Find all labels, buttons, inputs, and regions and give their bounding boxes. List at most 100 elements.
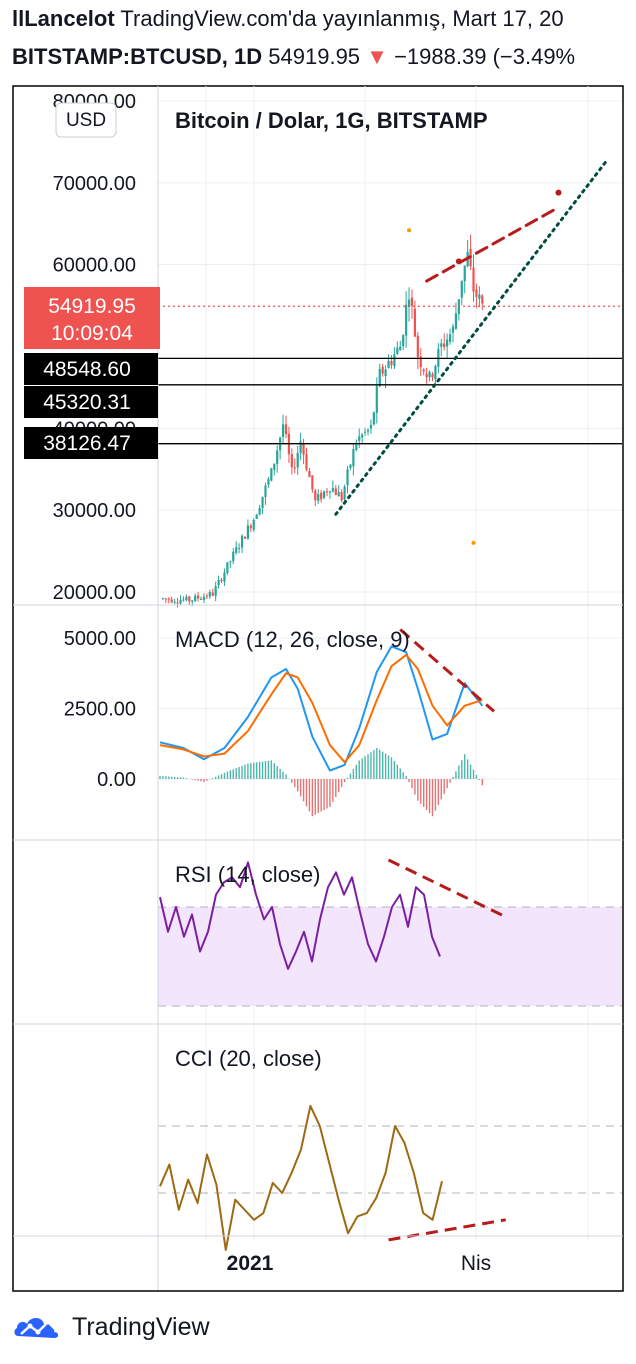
rsi-divergence-trendline [387,858,507,919]
level-badge-box [24,427,158,459]
candle-body [246,525,249,539]
symbol-name: BITSTAMP:BTCUSD, 1D [12,44,263,69]
candle-body [220,579,223,581]
candle-body [305,454,308,470]
candle-body [346,469,349,486]
candlestick-series [161,234,484,608]
level-badge-2: 45320.31 [43,391,131,414]
symbol-line: BITSTAMP:BTCUSD, 1D 54919.95 ▼ −1988.39 … [12,44,575,70]
candle-body [440,343,443,347]
candle-body [349,464,352,469]
candle-body [238,547,241,549]
currency-button[interactable]: USD [66,110,106,131]
candle-body [381,366,384,374]
published-by-line: llLancelot TradingView.com'da yayınlanmı… [12,6,564,32]
candle-body [208,591,211,597]
candle-body [191,600,194,602]
rsi-line [159,861,441,970]
candle-body [475,289,478,297]
candle-body [276,450,279,464]
candle-body [299,441,302,453]
price-badge: 54919.95 10:09:04 [24,287,160,349]
candle-body [167,598,170,600]
candle-body [170,599,173,603]
candle-body [478,294,481,299]
price-tick-label: 70000.00 [53,173,136,195]
author-name[interactable]: llLancelot [12,6,115,31]
candle-body [267,479,270,485]
chart-frame [12,85,624,1292]
cci-title: CCI (20, close) [175,1046,322,1071]
candle-body [331,488,334,492]
cci-divergence-trendline [388,1218,506,1242]
candle-body [164,598,167,600]
candle-body [422,369,425,372]
price-tick-label: 60000.00 [53,255,136,277]
marker-dot [471,540,476,545]
candle-body [390,361,393,365]
candle-body [451,326,455,333]
candle-body [446,339,449,347]
resistance-trendline [425,205,560,283]
level-badge-box [24,386,158,418]
candle-body [296,453,299,468]
candle-body [243,536,247,539]
price-change: −1988.39 (−3.49% [394,44,576,69]
last-price: 54919.95 [268,44,361,69]
indicator-bands [158,906,622,1194]
macd-pane [159,628,496,817]
level-badge-3: 38126.47 [43,432,131,455]
footer-brand[interactable]: TradingView [72,1312,210,1341]
macd-tick-label: 2500.00 [64,699,136,721]
candle-body [481,295,484,304]
candle-body [402,335,405,347]
candle-body [188,596,191,602]
price-badge-value: 54919.95 [48,295,136,318]
price-pane [158,160,622,608]
time-tick-label: 2021 [227,1252,274,1275]
candle-body [314,490,317,501]
candle-body [173,601,176,603]
candle-body [199,598,203,600]
candle-body [375,385,378,413]
candle-body [328,491,332,493]
candle-body [428,371,431,378]
price-badge-box [24,287,160,349]
candle-body [393,354,396,367]
horizontal-levels [158,305,622,445]
footer: TradingView [12,1312,210,1342]
candle-body [217,579,220,586]
trendlines [334,160,607,545]
candle-body [419,356,422,368]
currency-button-box[interactable] [55,102,117,138]
candle-body [434,365,437,380]
candle-body [229,561,232,563]
candle-body [343,486,346,500]
candle-body [364,431,367,433]
signal-line [159,653,483,764]
macd-divergence-trendline [399,628,496,713]
candle-body [281,424,285,437]
candle-body [372,412,375,425]
candle-body [448,334,452,342]
candle-body [472,267,475,292]
candle-body [320,492,323,500]
macd-tick-label: 0.00 [97,769,136,791]
candle-body [410,297,414,307]
candle-body [378,368,381,387]
candle-body [252,519,255,530]
tradingview-logo-icon [14,1318,59,1338]
candle-body [232,551,235,562]
chart-canvas[interactable]: 80000.0070000.0060000.0040000.0030000.00… [0,0,636,1300]
candle-body [358,436,361,441]
candle-body [273,463,276,470]
price-badge-countdown: 10:09:04 [51,322,133,345]
candle-body [176,602,179,604]
candle-body [460,280,463,298]
candle-body [425,373,428,378]
candle-body [366,429,370,432]
candle-body [258,508,261,515]
candle-body [249,525,252,529]
candle-body [179,600,182,604]
candle-body [211,592,214,596]
